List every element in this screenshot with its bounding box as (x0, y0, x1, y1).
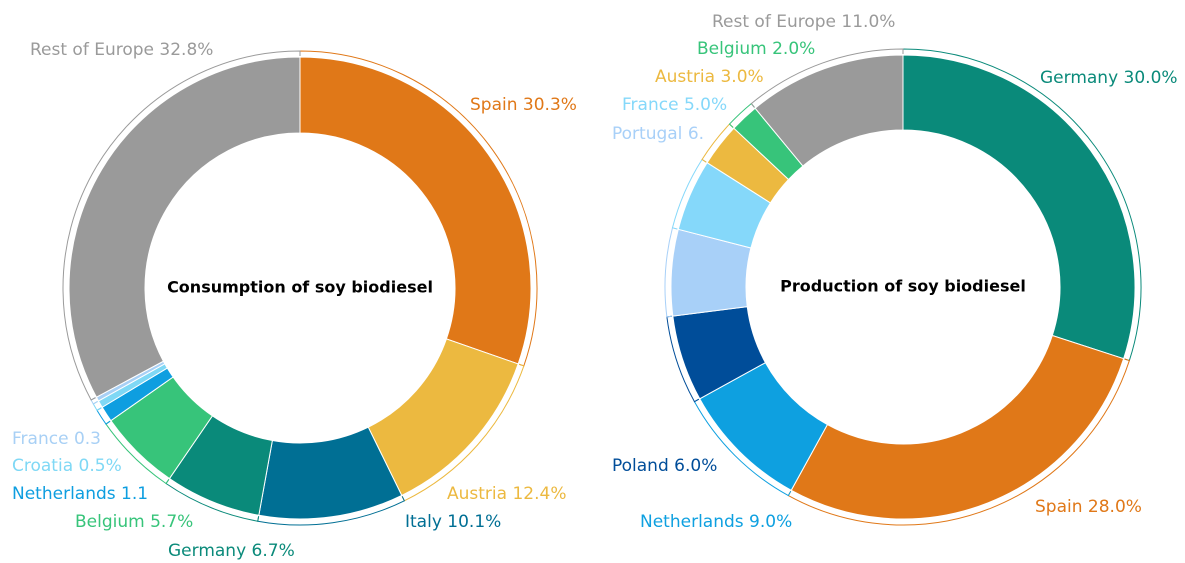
value-label: 1.1 (121, 484, 148, 504)
bracket (750, 48, 904, 108)
value-label: 12.4% (512, 484, 566, 504)
slice-label: Netherlands 9.0% (640, 512, 792, 532)
category-name: Portugal (612, 124, 682, 144)
slice-label: Belgium 5.7% (75, 512, 193, 532)
slice-label: Poland 6.0% (612, 456, 717, 476)
slice (299, 56, 532, 365)
value-label: 6. (688, 124, 704, 144)
slice-label: Rest of Europe 32.8% (30, 40, 213, 60)
category-name: Poland (612, 456, 669, 476)
bracket (902, 48, 1142, 362)
category-name: Germany (168, 541, 246, 561)
category-name: Belgium (75, 512, 145, 532)
category-name: Spain (470, 95, 518, 115)
bracket (787, 358, 1130, 526)
category-name: Italy (405, 512, 442, 532)
value-label: 6.0% (674, 456, 717, 476)
slice-label: Belgium 2.0% (697, 39, 815, 59)
value-label: 5.0% (684, 95, 727, 115)
category-name: Netherlands (640, 512, 744, 532)
bracket (299, 50, 538, 367)
category-name: Netherlands (12, 484, 116, 504)
chart-title: Consumption of soy biodiesel (167, 278, 433, 297)
bracket (62, 50, 301, 401)
slice-label: Germany 30.0% (1040, 68, 1178, 88)
slice-label: Rest of Europe 11.0% (712, 12, 895, 32)
slice-label: Austria 3.0% (655, 67, 764, 87)
value-label: 0.5% (79, 456, 122, 476)
value-label: 9.0% (749, 512, 792, 532)
value-label: 32.8% (159, 40, 213, 60)
bracket (693, 398, 792, 497)
value-label: 0.3 (74, 429, 101, 449)
slice-label: Italy 10.1% (405, 512, 501, 532)
category-name: France (12, 429, 69, 449)
category-name: Croatia (12, 456, 73, 476)
category-name: Germany (1040, 68, 1118, 88)
value-label: 10.1% (447, 512, 501, 532)
value-label: 2.0% (772, 39, 815, 59)
value-label: 11.0% (841, 12, 895, 32)
value-label: 3.0% (720, 67, 763, 87)
value-label: 28.0% (1088, 497, 1142, 517)
slice-label: Spain 28.0% (1035, 497, 1142, 517)
slice-label: France 5.0% (622, 95, 727, 115)
slice-label: Austria 12.4% (447, 484, 566, 504)
category-name: Belgium (697, 39, 767, 59)
slice-label: Croatia 0.5% (12, 456, 122, 476)
chart-title: Production of soy biodiesel (780, 277, 1026, 296)
slice-label: Germany 6.7% (168, 541, 295, 561)
slice-label: France 0.3 (12, 429, 101, 449)
category-name: Austria (447, 484, 507, 504)
slice (902, 54, 1136, 360)
category-name: Spain (1035, 497, 1083, 517)
bracket (257, 496, 406, 526)
slice (68, 56, 301, 398)
value-label: 6.7% (252, 541, 295, 561)
slice (754, 54, 904, 167)
value-label: 5.7% (150, 512, 193, 532)
value-label: 30.0% (1124, 68, 1178, 88)
value-label: 30.3% (523, 95, 577, 115)
slice-label: Spain 30.3% (470, 95, 577, 115)
slice-label: Netherlands 1.1 (12, 484, 148, 504)
slice (790, 334, 1125, 520)
category-name: Rest of Europe (712, 12, 836, 32)
bracket (401, 363, 525, 502)
slice-label: Portugal 6. (612, 124, 704, 144)
category-name: Austria (655, 67, 715, 87)
category-name: Rest of Europe (30, 40, 154, 60)
category-name: France (622, 95, 679, 115)
